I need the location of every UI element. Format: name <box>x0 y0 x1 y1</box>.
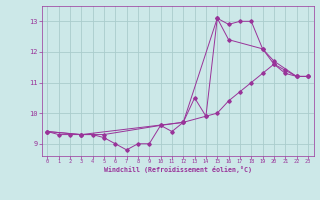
X-axis label: Windchill (Refroidissement éolien,°C): Windchill (Refroidissement éolien,°C) <box>104 166 252 173</box>
